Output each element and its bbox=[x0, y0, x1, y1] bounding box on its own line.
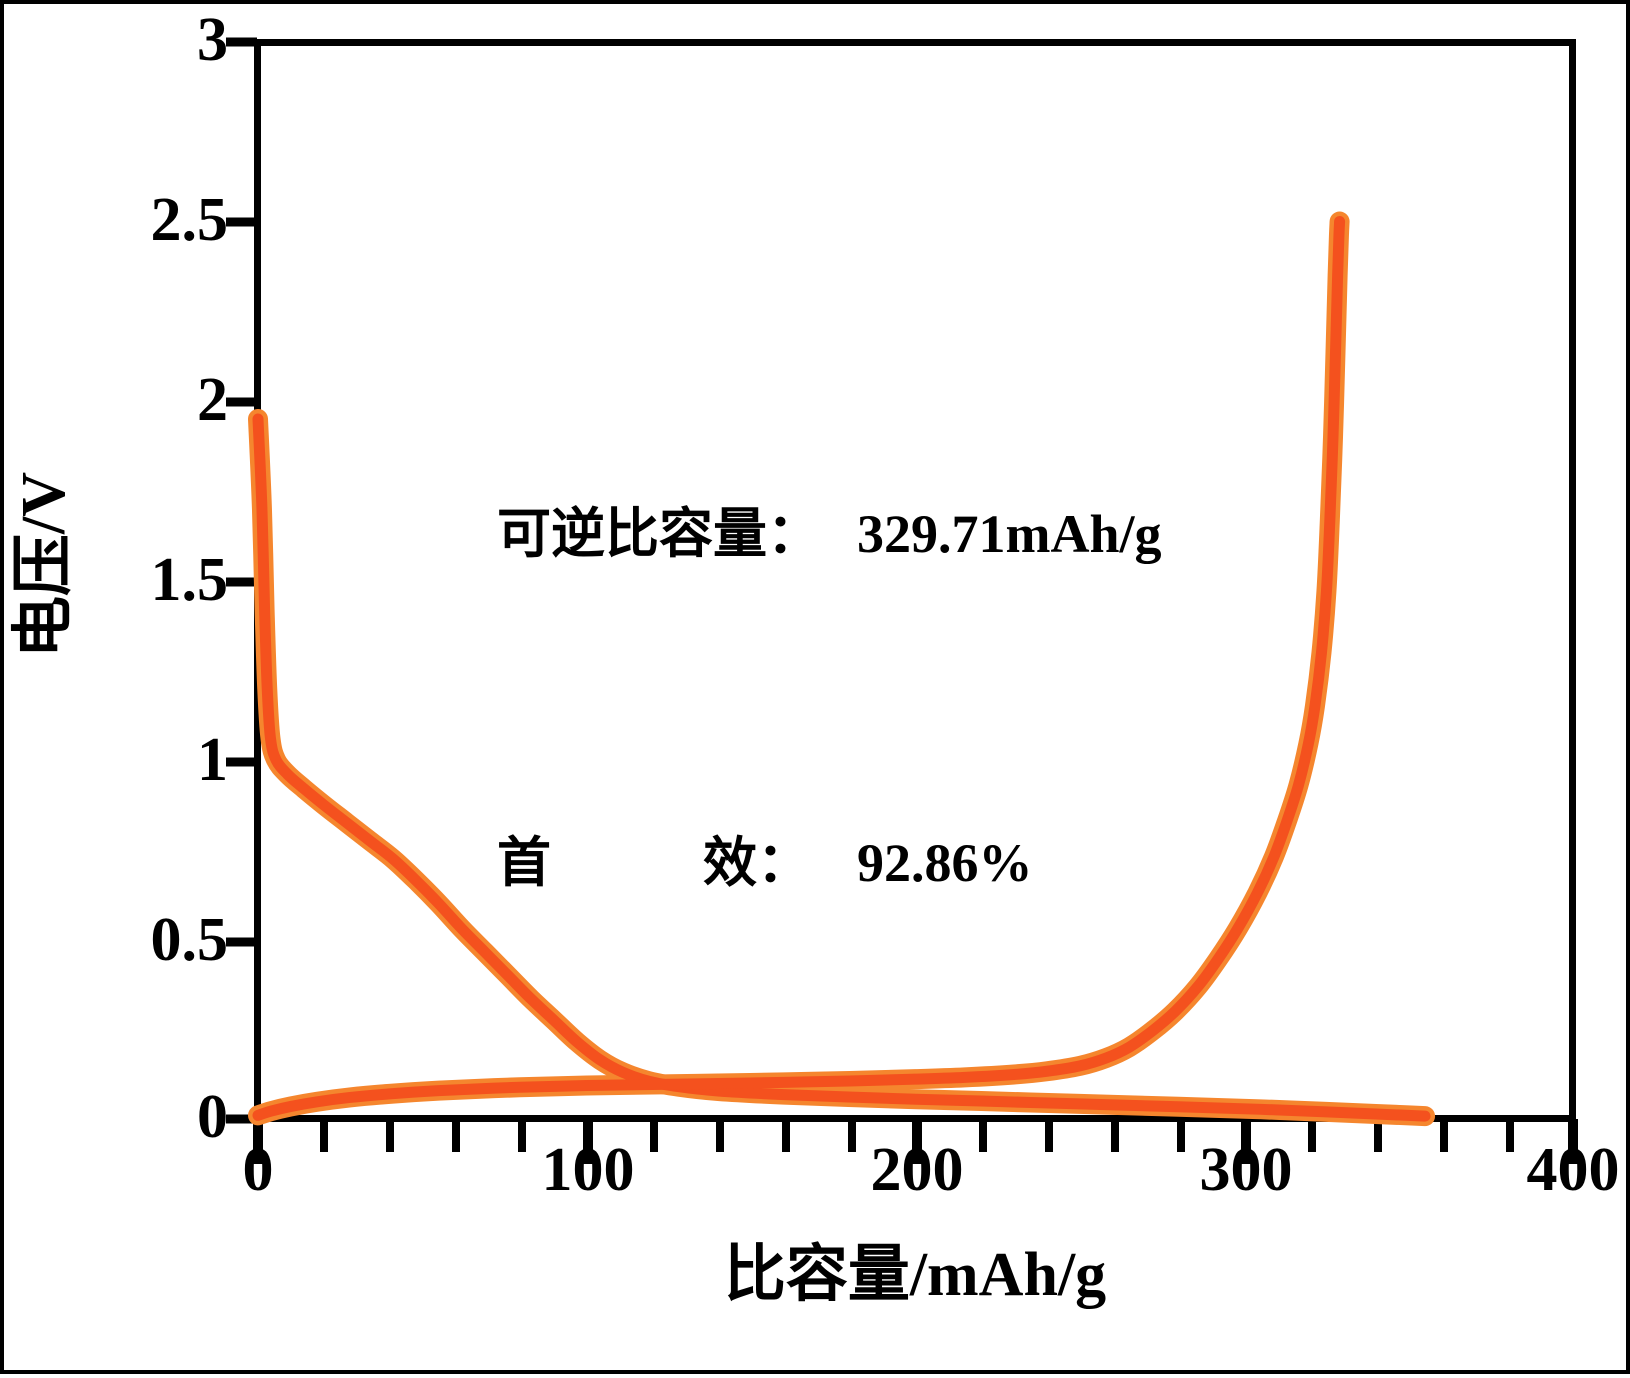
x-tick-label-200: 200 bbox=[870, 1136, 964, 1204]
annotation-first-efficiency-label: 首 效： bbox=[497, 831, 857, 897]
y-tick-label-2: 2 bbox=[197, 366, 228, 434]
data-curves bbox=[248, 211, 1436, 1127]
x-axis-major-ticks bbox=[253, 1119, 1578, 1164]
y-axis-major-ticks bbox=[226, 37, 257, 1124]
charge-curve bbox=[252, 216, 1346, 1121]
annotation-first-efficiency-label-a: 首 bbox=[497, 833, 551, 893]
y-tick-label-0: 0 bbox=[197, 1083, 228, 1151]
x-tick-label-100: 100 bbox=[541, 1136, 635, 1204]
annotation-reversible-capacity-label: 可逆比容量： bbox=[497, 503, 821, 564]
discharge-curve bbox=[252, 413, 1431, 1122]
y-tick-label-1.5: 1.5 bbox=[150, 546, 229, 614]
y-tick-label-2.5: 2.5 bbox=[150, 186, 229, 254]
y-axis-title: 电压/V bbox=[10, 472, 78, 659]
y-tick-label-0.5: 0.5 bbox=[150, 906, 229, 974]
x-axis-title: 比容量/mAh/g bbox=[723, 1241, 1107, 1309]
chart-plot-area bbox=[226, 37, 1578, 1164]
y-tick-label-3: 3 bbox=[197, 6, 228, 74]
x-axis-minor-ticks bbox=[320, 1122, 1514, 1152]
y-tick-label-1: 1 bbox=[197, 726, 228, 794]
annotation-first-efficiency-label-b: 效： bbox=[703, 833, 811, 893]
x-tick-label-0: 0 bbox=[242, 1136, 274, 1204]
annotation-reversible-capacity-value: 329.71mAh/g bbox=[857, 503, 1162, 564]
x-tick-label-400: 400 bbox=[1526, 1136, 1620, 1204]
annotation-reversible-capacity: 可逆比容量： 329.71mAh/g bbox=[416, 436, 1162, 634]
x-tick-label-300: 300 bbox=[1199, 1136, 1293, 1204]
annotation-first-efficiency: 首 效： 92.86% bbox=[416, 765, 1162, 963]
chart-annotation: 可逆比容量： 329.71mAh/g 首 效： 92.86% bbox=[416, 304, 1162, 1095]
annotation-first-efficiency-value: 92.86% bbox=[857, 833, 1033, 893]
